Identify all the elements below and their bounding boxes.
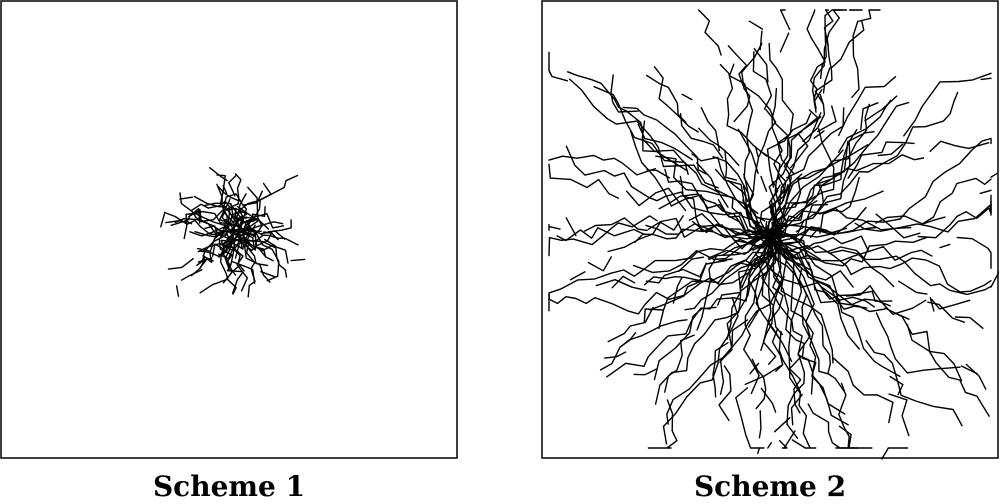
scheme-2-branching-diagram — [541, 0, 999, 460]
scheme-2-panel — [541, 0, 999, 460]
scheme-1-panel — [0, 0, 458, 460]
scheme-1-caption: Scheme 1 — [0, 470, 458, 504]
scheme-1-branching-diagram — [0, 0, 458, 460]
scheme-2-caption: Scheme 2 — [541, 470, 999, 504]
